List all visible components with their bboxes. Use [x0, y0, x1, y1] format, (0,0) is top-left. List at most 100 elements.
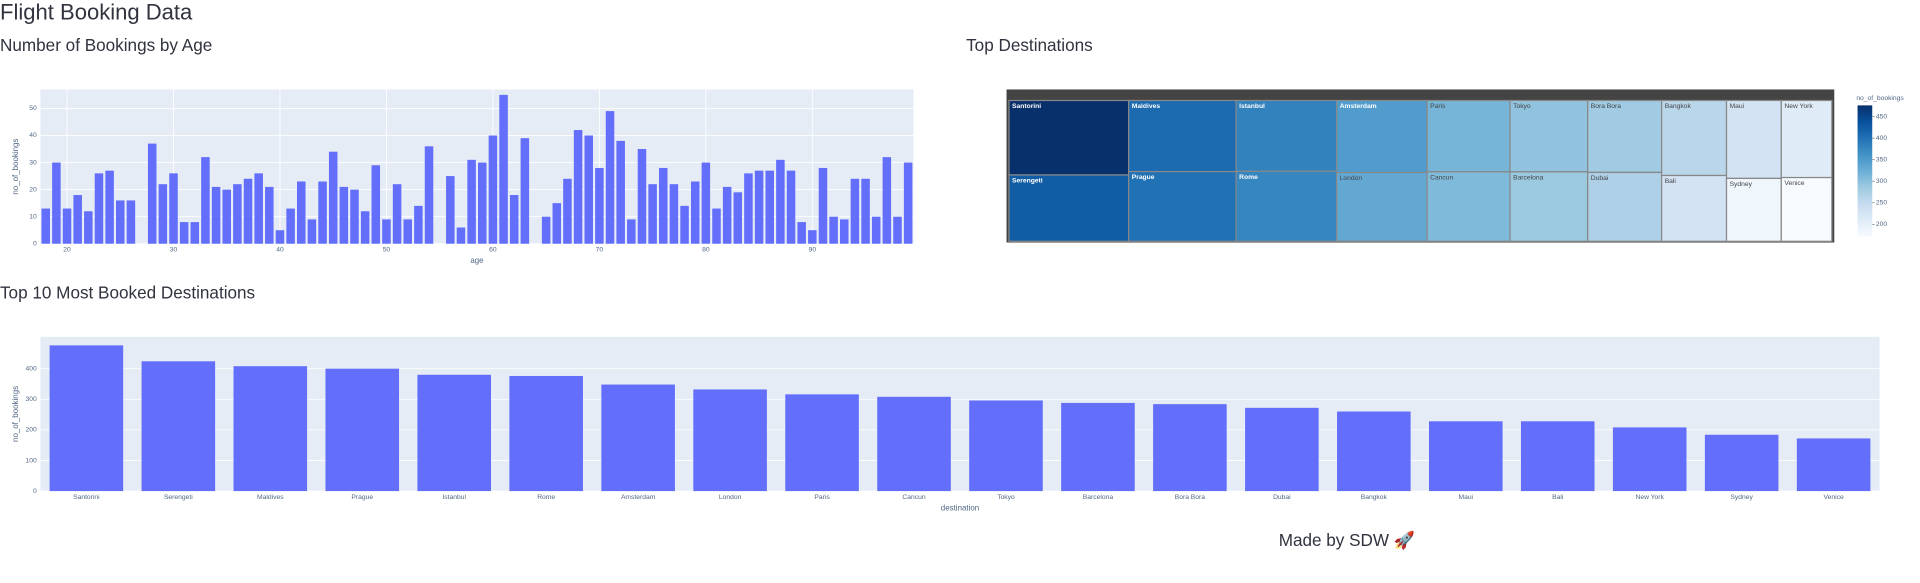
x-tick-label: Tokyo [997, 494, 1015, 501]
bar [722, 186, 732, 244]
treemap-tile [1725, 177, 1782, 242]
y-tick-label: 0 [33, 488, 37, 495]
bar [776, 159, 785, 244]
x-tick-label: 80 [702, 247, 710, 254]
chart-title: Top Destinations [966, 35, 1093, 55]
bar [141, 361, 216, 492]
x-tick-label: Bali [1552, 494, 1564, 501]
treemap-tile [1235, 99, 1338, 172]
y-tick-label: 0 [33, 241, 37, 248]
bar [797, 222, 806, 244]
bar [414, 205, 423, 244]
bar [882, 157, 892, 244]
bar [84, 211, 93, 244]
bar [424, 146, 434, 244]
treemap-tile [1128, 99, 1237, 173]
bar [616, 140, 625, 244]
bar [190, 222, 200, 244]
bar [744, 173, 753, 244]
bar [903, 162, 913, 244]
treemap-tile [1128, 170, 1237, 242]
bar [467, 159, 476, 244]
x-tick-label: 20 [63, 247, 71, 254]
bar [829, 216, 838, 244]
bar [265, 186, 274, 244]
y-tick-label: 200 [26, 427, 37, 434]
bar [969, 400, 1043, 492]
bar [1796, 438, 1871, 492]
treemap-tile [1008, 99, 1130, 176]
bar [1153, 404, 1227, 492]
bar [520, 138, 530, 244]
colorbar-tick-label: 250 [1876, 200, 1887, 207]
bar [786, 170, 796, 244]
tile-label: Dubai [1591, 175, 1609, 182]
tile-label: Prague [1132, 174, 1155, 181]
tile-label: Sydney [1730, 181, 1753, 188]
bar [690, 181, 700, 244]
bar [680, 205, 689, 244]
bar [275, 230, 285, 244]
y-tick-label: 10 [29, 213, 37, 220]
treemap-tile [1235, 170, 1338, 242]
bar [573, 130, 583, 244]
bar [158, 184, 168, 244]
y-tick-label: 20 [29, 186, 37, 193]
tile-label: Bali [1665, 178, 1677, 185]
colorbar-tick-label: 450 [1876, 113, 1887, 120]
bar [808, 230, 817, 244]
bar [488, 135, 498, 244]
bar [116, 200, 125, 244]
bar [254, 173, 263, 244]
bar [541, 216, 551, 244]
tile-label: Venice [1784, 180, 1804, 187]
x-tick-label: Prague [351, 494, 373, 501]
bar [307, 219, 317, 244]
bar [392, 184, 402, 244]
bar [584, 135, 593, 244]
bar [94, 173, 104, 244]
bar [350, 189, 359, 244]
bar [712, 208, 721, 244]
tile-label: Serengeti [1012, 178, 1043, 185]
plot-bg [40, 336, 1880, 492]
bar [371, 165, 381, 244]
tile-label: Cancun [1430, 174, 1453, 181]
x-tick-label: Serengeti [164, 494, 193, 501]
x-tick-label: London [719, 494, 742, 501]
page-title: Flight Booking Data [0, 0, 193, 24]
tile-label: London [1340, 175, 1363, 182]
bar [1520, 421, 1595, 492]
bar [126, 200, 136, 244]
bar [446, 176, 455, 244]
treemap-tile [1336, 99, 1428, 174]
x-tick-label: Dubai [1273, 494, 1291, 501]
colorbar-title: no_of_bookings [1856, 95, 1904, 102]
colorbar-tick-label: 200 [1876, 221, 1887, 228]
bar [417, 374, 492, 492]
x-tick-label: 70 [596, 247, 604, 254]
y-tick-label: 50 [29, 105, 37, 112]
x-tick-label: Venice [1824, 494, 1844, 501]
bar [456, 227, 466, 244]
colorbar-tick-label: 400 [1876, 135, 1887, 142]
bar [509, 195, 519, 244]
bar [1061, 402, 1135, 492]
bar [1704, 434, 1779, 492]
bar [297, 181, 306, 244]
bar [669, 184, 679, 244]
x-tick-label: Cancun [902, 494, 925, 501]
tile-label: Istanbul [1239, 103, 1265, 110]
x-tick-label: Maui [1458, 494, 1473, 501]
chart-title: Number of Bookings by Age [0, 35, 212, 55]
bar [328, 151, 338, 244]
y-tick-label: 400 [26, 365, 37, 372]
bar [1612, 427, 1687, 492]
treemap-tile [1725, 99, 1782, 180]
treemap-tile [1780, 99, 1833, 179]
bar [339, 186, 349, 244]
x-tick-label: 30 [170, 247, 178, 254]
y-axis-label: no_of_bookings [11, 139, 20, 195]
tile-label: Tokyo [1513, 103, 1531, 110]
bar [179, 222, 189, 244]
